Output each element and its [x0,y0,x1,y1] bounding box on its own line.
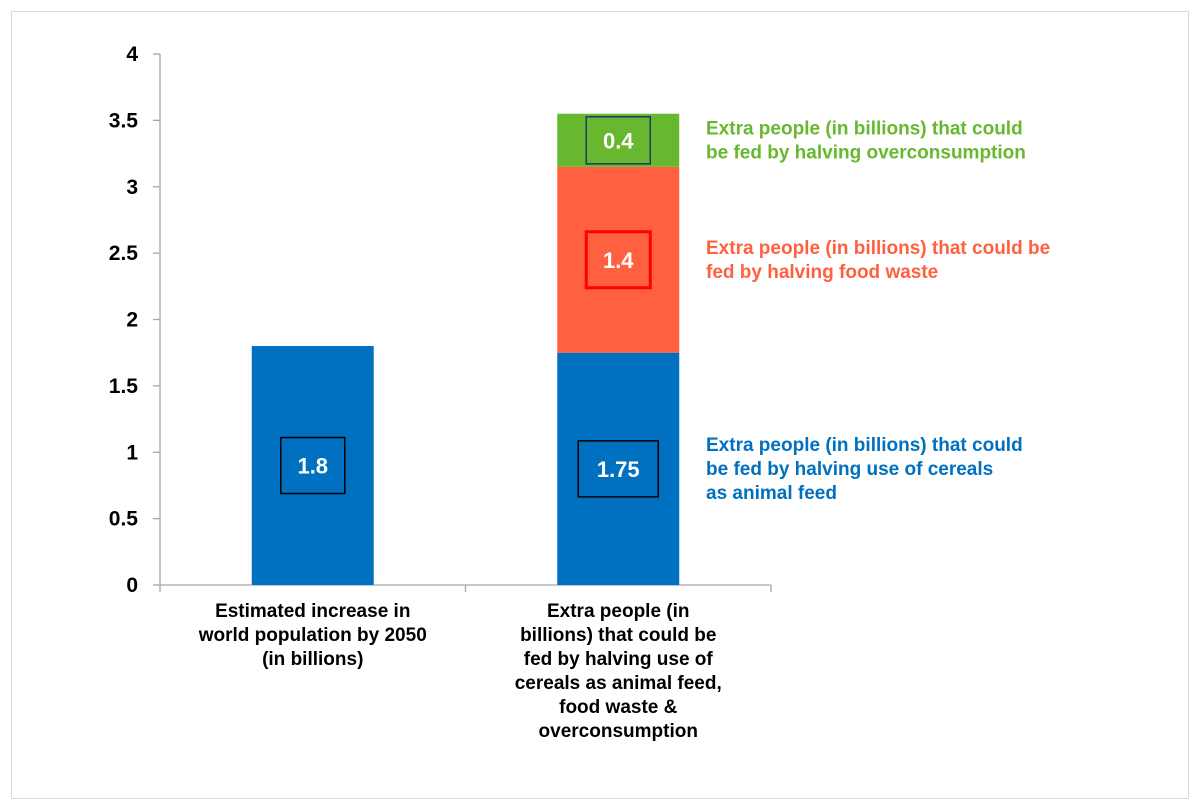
y-tick-label: 1.5 [109,375,139,398]
series-annotation-line: Extra people (in billions) that could be [706,238,1050,259]
x-category-label-line: world population by 2050 [198,625,427,646]
data-label: 0.4 [603,128,634,153]
x-category-label-line: Extra people (in [547,601,690,622]
series-annotation: Extra people (in billions) that could be … [706,118,1026,163]
series-annotation-line: fed by halving food waste [706,262,938,283]
x-category-label-line: overconsumption [539,721,698,742]
y-tick-label: 4 [126,43,138,66]
x-category-label-line: Estimated increase in [215,601,410,622]
series-annotation: Extra people (in billions) that could be… [706,238,1050,283]
y-tick-label: 0.5 [109,508,139,531]
series-annotation-line: Extra people (in billions) that could [706,435,1023,456]
series-annotation-line: as animal feed [706,483,837,504]
data-label: 1.75 [597,457,640,482]
series-annotation: Extra people (in billions) that could be … [706,435,1023,504]
x-category-label-line: fed by halving use of [524,649,714,670]
data-label-box [584,230,652,290]
y-tick-label: 2.5 [109,242,139,265]
x-category-label-line: food waste & [559,697,678,718]
x-category-label: Extra people (in billions) that could be f… [515,601,722,742]
x-category-label-line: cereals as animal feed, [515,673,722,694]
y-tick-label: 1 [126,441,138,464]
x-category-label-line: (in billions) [262,649,363,670]
series-annotation-line: be fed by halving use of cereals [706,459,993,480]
y-tick-label: 0 [126,574,138,597]
bar-segment [557,166,680,353]
bar-segment [557,113,680,167]
y-tick-label: 2 [126,309,138,332]
x-category-label: Estimated increase in world population by… [198,601,427,670]
series-annotation-line: Extra people (in billions) that could [706,118,1023,139]
y-tick-label: 3.5 [109,109,139,132]
data-label: 1.4 [603,248,634,273]
bar-segment [251,346,374,585]
x-category-label-line: billions) that could be [520,625,716,646]
y-tick-label: 3 [126,176,138,199]
data-label-box [585,115,651,165]
data-label-box [577,440,659,498]
chart-frame [11,11,1189,799]
data-label: 1.8 [297,454,328,479]
series-annotation-line: be fed by halving overconsumption [706,142,1026,163]
data-label-box [280,436,346,495]
